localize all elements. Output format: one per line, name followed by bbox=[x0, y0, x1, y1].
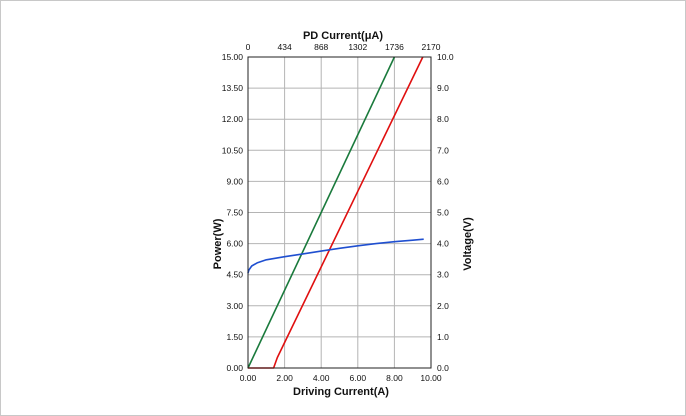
x-tick-label: 6.00 bbox=[350, 373, 367, 383]
tick-labels: 0.00 2.00 4.00 6.00 8.00 10.00 0 434 868 1302 1736… bbox=[222, 42, 454, 383]
y2-tick-label: 3.0 bbox=[437, 270, 449, 280]
y-tick-label: 15.00 bbox=[222, 52, 244, 62]
y2-tick-label: 8.0 bbox=[437, 114, 449, 124]
y-axis-title: Power(W) bbox=[212, 218, 224, 269]
y-tick-label: 10.50 bbox=[222, 145, 244, 155]
y2-tick-label: 9.0 bbox=[437, 83, 449, 93]
x-tick-label: 8.00 bbox=[386, 373, 403, 383]
y2-tick-label: 0.0 bbox=[437, 363, 449, 373]
series-line-3 bbox=[247, 238, 424, 274]
series-line-1 bbox=[247, 56, 396, 369]
x-axis-title: Driving Current(A) bbox=[293, 386, 389, 398]
y-tick-label: 1.50 bbox=[226, 332, 243, 342]
y2-tick-label: 4.0 bbox=[437, 239, 449, 249]
y-tick-label: 6.00 bbox=[226, 239, 243, 249]
plot-border bbox=[247, 56, 432, 369]
y2-tick-label: 7.0 bbox=[437, 145, 449, 155]
y2-tick-label: 6.0 bbox=[437, 176, 449, 186]
y2-axis-title: Voltage(V) bbox=[462, 217, 474, 271]
y-tick-label: 13.50 bbox=[222, 83, 244, 93]
y-tick-label: 9.00 bbox=[226, 176, 243, 186]
y2-tick-label: 2.0 bbox=[437, 301, 449, 311]
x2-tick-label: 2170 bbox=[422, 42, 441, 52]
y2-tick-label: 1.0 bbox=[437, 332, 449, 342]
x2-tick-label: 434 bbox=[278, 42, 292, 52]
x-tick-label: 4.00 bbox=[313, 373, 330, 383]
y-tick-label: 12.00 bbox=[222, 114, 244, 124]
y-tick-label: 4.50 bbox=[226, 270, 243, 280]
y-tick-label: 3.00 bbox=[226, 301, 243, 311]
y-tick-label: 7.50 bbox=[226, 208, 243, 218]
x-tick-label: 10.00 bbox=[420, 373, 442, 383]
x2-tick-label: 0 bbox=[246, 42, 251, 52]
y-tick-label: 0.00 bbox=[226, 363, 243, 373]
x2-tick-label: 1302 bbox=[348, 42, 367, 52]
x2-tick-label: 1736 bbox=[385, 42, 404, 52]
y2-tick-label: 5.0 bbox=[437, 208, 449, 218]
x2-axis-title: PD Current(μA) bbox=[303, 30, 383, 42]
grid-lines bbox=[248, 57, 431, 368]
x-tick-label: 0.00 bbox=[240, 373, 257, 383]
x2-tick-label: 868 bbox=[314, 42, 328, 52]
y2-tick-label: 10.0 bbox=[437, 52, 454, 62]
x-tick-label: 2.00 bbox=[276, 373, 293, 383]
